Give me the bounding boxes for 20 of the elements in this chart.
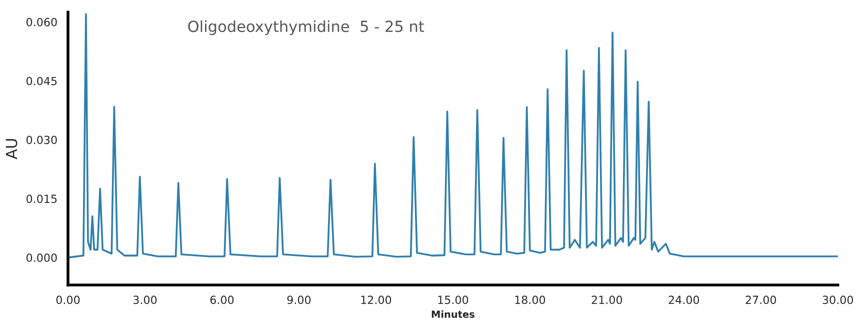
- line-series: [68, 13, 838, 258]
- x-tick-label: 3.00: [133, 296, 157, 304]
- x-tick-label: 9.00: [287, 296, 311, 304]
- x-tick-label: 27.00: [746, 296, 776, 304]
- x-tick-label: 24.00: [668, 296, 700, 304]
- x-tick-label: 0.00: [56, 296, 80, 304]
- x-tick-label: 21.00: [592, 296, 622, 304]
- x-axis-title: Minutes: [432, 310, 474, 318]
- y-tick-label: 0.000: [26, 254, 57, 262]
- y-tick-label: 0.045: [26, 76, 57, 86]
- y-tick-label: 0.030: [26, 136, 57, 144]
- y-tick-label: 0.060: [26, 18, 57, 26]
- x-tick-label: 12.00: [361, 296, 392, 304]
- x-tick-label: 18.00: [515, 296, 546, 304]
- y-axis-title: AU: [6, 139, 18, 160]
- x-tick-label: 30.00: [822, 296, 854, 304]
- x-tick-label: 6.00: [210, 296, 234, 304]
- y-tick-label: 0.015: [26, 194, 57, 204]
- text: Oligodeoxythymidine 5 - 25 nt: [188, 20, 424, 36]
- x-tick-label: 15.00: [438, 296, 468, 304]
